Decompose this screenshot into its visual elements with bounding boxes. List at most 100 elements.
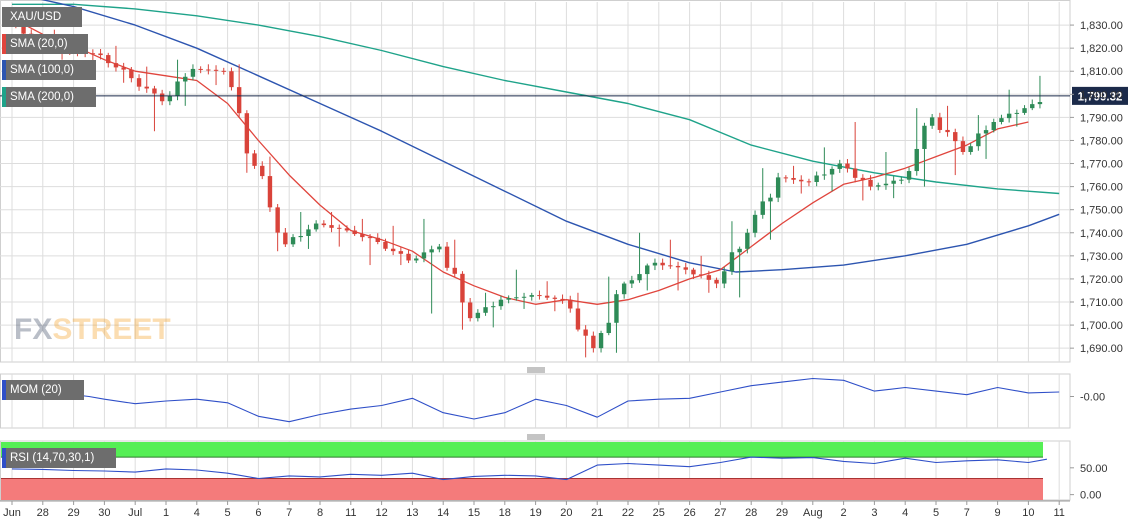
candle (444, 242, 450, 271)
candle-body (183, 76, 188, 82)
candle-body (806, 181, 812, 183)
candle (891, 176, 896, 199)
candle-body (360, 234, 365, 238)
candle (752, 210, 758, 238)
candle (883, 152, 889, 190)
candle (113, 45, 119, 72)
candle (922, 122, 927, 187)
time-axis-tick-label: Jun (3, 507, 21, 519)
candle-body (760, 201, 765, 215)
candle (852, 122, 858, 183)
price-axis-tick-label: 1,700.00 (1080, 320, 1123, 332)
legend-sma-200[interactable]: SMA (200,0) (2, 87, 96, 107)
momentum-panel: -0.00 (11, 377, 1105, 423)
candle-body (945, 129, 950, 133)
candle (637, 232, 642, 283)
candle-body (1014, 112, 1020, 114)
legend-sma-20[interactable]: SMA (20,0) (2, 34, 88, 54)
time-axis-tick-label: 19 (529, 507, 541, 519)
candle-body (144, 86, 149, 89)
time-axis-tick-label: 28 (745, 507, 757, 519)
candle-body (275, 207, 280, 233)
candle-body (991, 122, 996, 131)
candle (822, 147, 827, 180)
candle-body (206, 69, 211, 71)
candle (660, 258, 665, 270)
candle (106, 52, 111, 68)
time-axis-tick-label: 27 (714, 507, 726, 519)
candle (783, 175, 789, 183)
price-axis-tick-label: 1,740.00 (1080, 228, 1123, 240)
rsi-oversold-zone (1, 478, 1043, 500)
candle (452, 239, 457, 278)
candle (475, 309, 481, 322)
candle (837, 159, 842, 173)
candle (375, 233, 380, 245)
candle-body (714, 279, 719, 284)
candle (722, 267, 727, 289)
candle (814, 171, 819, 187)
legend-symbol[interactable]: XAU/USD (2, 7, 82, 27)
candle (183, 73, 188, 106)
candle-body (444, 246, 450, 268)
time-axis-tick-label: 15 (468, 507, 480, 519)
candle-body (652, 262, 658, 266)
candle (306, 224, 311, 249)
price-label-box (1072, 86, 1128, 105)
time-axis-tick-label: 29 (67, 507, 79, 519)
candle (467, 297, 473, 322)
legend-rsi[interactable]: RSI (14,70,30,1) (2, 448, 116, 468)
legend-sma-100[interactable]: SMA (100,0) (2, 60, 96, 80)
candle (429, 245, 434, 314)
candle (352, 225, 357, 236)
candle-body (98, 53, 103, 56)
current-price-line: 1,799.32 (0, 86, 1128, 105)
candle-body (152, 88, 157, 94)
candle (929, 114, 935, 129)
candle (729, 221, 735, 275)
candle-body (252, 153, 257, 166)
time-axis-tick-label: 26 (683, 507, 695, 519)
candle (591, 331, 596, 353)
price-axis: 1,830.00 1,820.00 1,810.00 1,800.00 1,790.00… (1070, 20, 1123, 355)
candle-body (775, 177, 781, 198)
candle-body (113, 63, 119, 68)
candle (406, 250, 411, 264)
candle-body (706, 275, 712, 280)
candle (899, 176, 904, 185)
candle (868, 175, 873, 191)
candle-body (375, 237, 380, 242)
candle (1006, 89, 1012, 123)
logo-part-street: STREET (52, 313, 171, 346)
price-axis-tick-label: 1,760.00 (1080, 182, 1123, 194)
candle-body (899, 179, 904, 181)
candle-body (876, 185, 881, 187)
price-axis-tick-label: 1,710.00 (1080, 297, 1123, 309)
legend-momentum[interactable]: MOM (20) (2, 380, 84, 400)
time-axis-tick-label: 21 (591, 507, 603, 519)
time-axis-tick-label: 14 (437, 507, 449, 519)
legend-rsi-label: RSI (14,70,30,1) (10, 452, 95, 464)
candle-body (352, 230, 357, 235)
price-axis-tick-label: 1,750.00 (1080, 205, 1123, 217)
candle-body (883, 183, 889, 186)
candle-body (737, 248, 742, 253)
candle (791, 165, 796, 184)
candle-body (213, 69, 219, 71)
candle (367, 234, 373, 266)
candle (298, 212, 303, 242)
candle-body (414, 258, 419, 261)
candle (953, 128, 958, 176)
candle (529, 292, 534, 301)
time-axis-tick-label: 4 (194, 507, 200, 519)
candle-body (999, 118, 1004, 122)
logo-part-fx: FX (14, 313, 53, 346)
candle-body (313, 223, 319, 230)
candle (514, 269, 519, 301)
candle (860, 174, 866, 201)
time-axis-tick-label: 1 (163, 507, 169, 519)
sma-20-line (11, 17, 1029, 305)
candle (213, 65, 219, 86)
candle-body (498, 299, 504, 307)
